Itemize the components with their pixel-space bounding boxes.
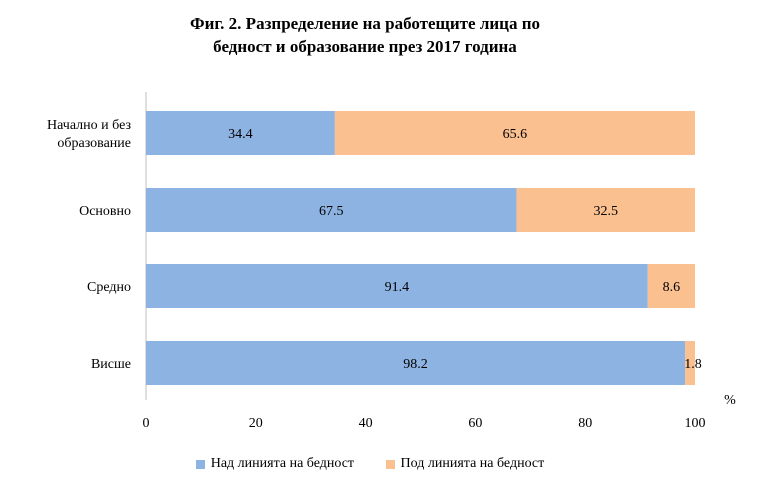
bar-below-poverty-1 [516,188,695,232]
bar-above-poverty-1 [146,188,517,232]
x-axis-unit-label: % [724,393,736,408]
data-label-below-poverty-1: 32.5 [594,204,619,219]
legend-label-above-poverty: Над линията на бедност [210,456,355,471]
legend: Над линията на бедност Под линията на бе… [0,456,740,474]
legend-swatch-above-poverty [195,459,205,469]
x-tick-label-60: 60 [468,416,482,431]
category-label-3: Висше [91,357,131,372]
data-label-above-poverty-3: 98.2 [403,357,428,372]
bar-below-poverty-0 [334,111,695,155]
chart-title-line-2: бедност и образование през 2017 година [213,37,517,56]
data-label-above-poverty-2: 91.4 [385,280,410,295]
bar-below-poverty-3 [685,341,695,385]
legend-item-above-poverty: Над линията на бедност [195,456,355,472]
legend-item-below-poverty: Под линията на бедност [385,456,545,472]
bar-above-poverty-2 [146,264,648,308]
x-tick-label-40: 40 [359,416,373,431]
bar-below-poverty-2 [647,264,695,308]
data-label-below-poverty-2: 8.6 [663,280,681,295]
x-tick-label-0: 0 [143,416,150,431]
data-label-above-poverty-1: 67.5 [319,204,344,219]
x-tick-label-20: 20 [249,416,263,431]
category-label-0: Начално и без образование [47,118,131,151]
chart-title: Фиг. 2. Разпределение на работещите лица… [0,12,730,58]
category-label-1: Основно [79,204,131,219]
category-label-2: Средно [87,280,131,295]
bar-above-poverty-0 [146,111,335,155]
x-tick-label-80: 80 [578,416,592,431]
data-label-below-poverty-0: 65.6 [503,127,528,142]
legend-swatch-below-poverty [385,459,395,469]
data-label-above-poverty-0: 34.4 [228,127,253,142]
x-tick-label-100: 100 [685,416,706,431]
bar-above-poverty-3 [146,341,686,385]
legend-label-below-poverty: Под линията на бедност [400,456,545,471]
data-label-below-poverty-3: 1.8 [684,357,702,372]
chart-title-line-1: Фиг. 2. Разпределение на работещите лица… [189,14,540,33]
